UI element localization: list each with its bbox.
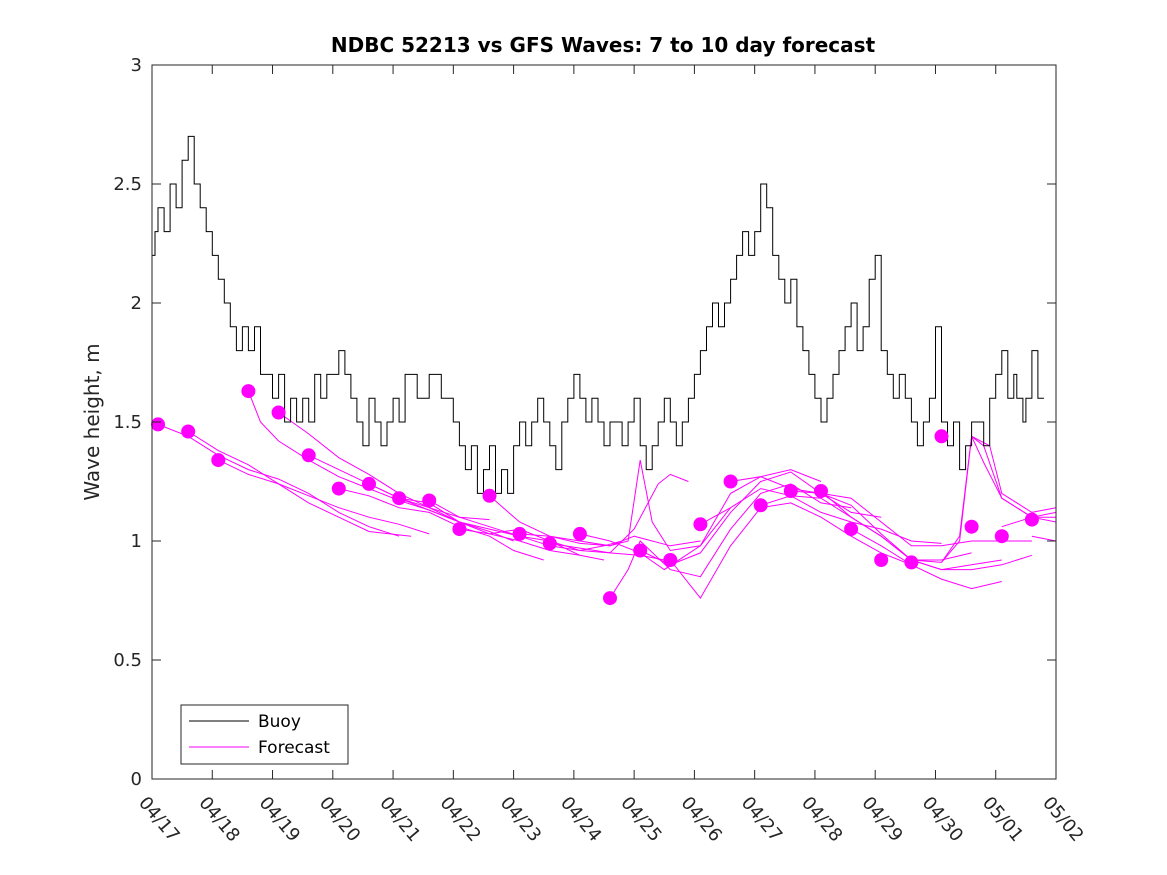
y-tick-label: 1.5 [113,412,142,433]
forecast-point [572,526,587,541]
forecast-run-line [187,431,412,537]
buoy-line [152,135,1044,494]
forecast-run-line [700,488,942,544]
forecast-run-line [278,412,490,521]
forecast-run-line [820,490,1033,571]
forecast-point [542,536,557,551]
x-tick-label: 04/24 [556,793,605,846]
forecast-run-line [790,490,1032,547]
x-tick-label: 04/27 [737,793,786,846]
x-tick-label: 04/28 [797,793,846,846]
forecast-run-line [609,483,852,599]
forecast-point [301,448,316,463]
forecast-point [783,484,798,498]
forecast-point [964,519,979,534]
x-tick-label: 04/30 [918,793,967,846]
forecast-point [603,591,617,606]
forecast-point [211,453,226,468]
x-tick-label: 05/02 [1038,793,1087,846]
y-tick-label: 2.5 [113,174,142,195]
y-axis-label: Wave height, m [80,343,104,500]
forecast-run-line [308,454,514,542]
legend: Buoy Forecast [180,704,349,765]
forecast-point [512,526,527,541]
forecast-point [753,498,768,513]
forecast-point [663,553,678,567]
forecast-run-line [338,488,544,561]
forecast-point [452,522,467,537]
forecast-point [723,474,738,489]
x-tick-label: 05/01 [978,793,1027,846]
y-tick-label: 0 [131,769,142,790]
forecast-point [271,405,286,420]
forecast-run-line [549,473,689,554]
forecast-run-line [218,459,430,535]
forecast-point [331,481,346,496]
forecast-point [934,429,949,444]
x-tick-label: 04/26 [677,793,726,846]
forecast-point [181,424,196,439]
forecast-point [693,517,708,532]
forecast-point [1024,512,1039,527]
forecast-run-line [579,469,822,571]
x-tick-label: 04/17 [134,793,183,846]
forecast-point [814,484,828,498]
chart-title: NDBC 52213 vs GFS Waves: 7 to 10 day for… [331,33,876,57]
x-tick-label: 04/29 [857,793,906,846]
legend-buoy-label: Buoy [258,712,301,732]
y-tick-label: 2 [131,293,142,314]
forecast-run-line [971,435,1057,518]
x-tick-label: 04/22 [436,793,485,846]
forecast-run-line [519,460,731,552]
forecast-run-line [247,390,460,523]
y-axis: 0 0.5 1 1.5 2 2.5 3 [113,55,1056,790]
legend-forecast-label: Forecast [258,738,330,758]
x-tick-label: 04/21 [375,793,424,846]
y-tick-label: 1 [131,531,142,552]
forecast-run-line [157,423,400,537]
x-tick-label: 04/23 [496,793,545,846]
forecast-point [241,384,256,399]
forecast-run-line [489,495,701,547]
forecast-point [844,522,859,537]
forecast-run-line [850,528,1002,590]
forecast-run-line [399,497,605,561]
y-tick-label: 3 [131,55,142,76]
forecast-run-line [428,500,623,552]
x-tick-label: 04/25 [616,793,665,846]
forecast-run-line [1031,535,1057,542]
x-tick-label: 04/18 [194,793,243,846]
forecast-point [482,488,497,503]
forecast-run-line [639,471,882,566]
y-tick-label: 0.5 [113,650,142,671]
forecast-point [874,553,889,567]
forecast-point [151,417,165,432]
forecast-point [904,555,919,570]
x-tick-label: 04/20 [315,793,364,846]
forecast-point [633,543,648,558]
x-tick-label: 04/19 [255,793,304,846]
buoy-series [152,135,1044,494]
forecast-point [362,476,376,491]
legend-box [180,704,349,765]
forecast-run-line [669,502,912,599]
forecast-dots [151,384,1039,606]
forecast-point [392,491,407,506]
forecast-point [422,493,437,508]
forecast-run-line [730,476,972,561]
forecast-point [994,529,1009,544]
